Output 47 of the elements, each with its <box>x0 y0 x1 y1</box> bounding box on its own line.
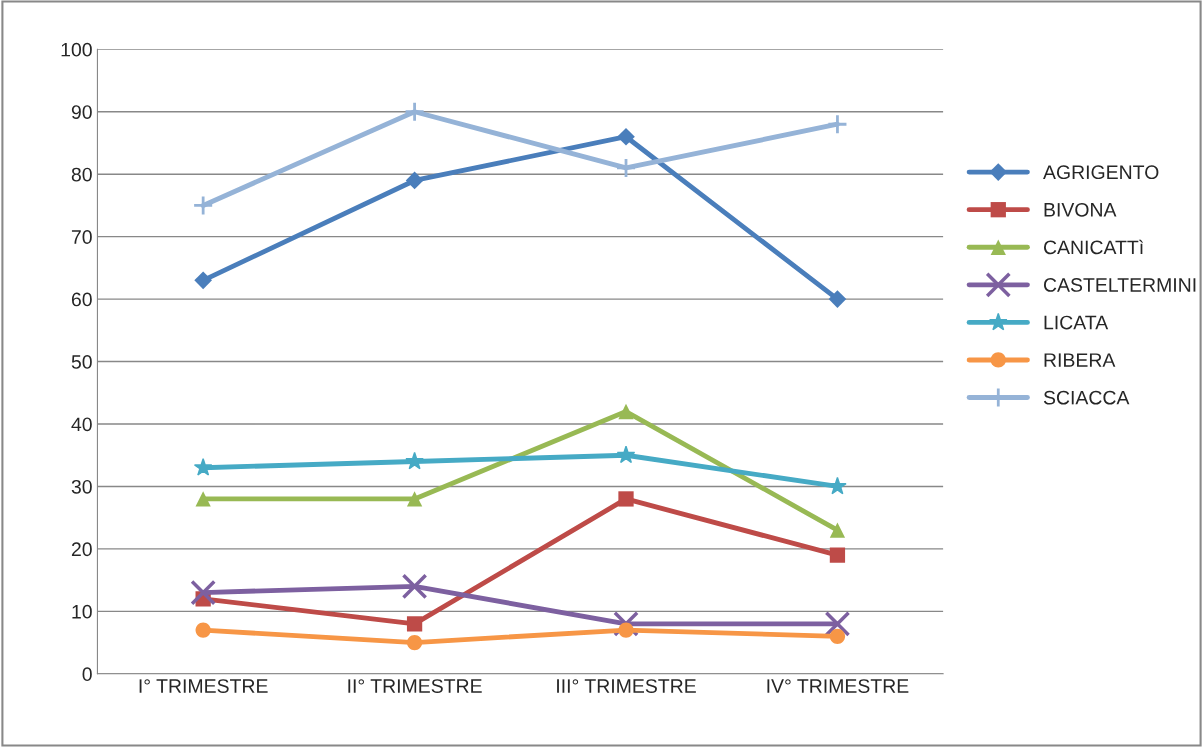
point <box>401 573 428 600</box>
point <box>617 127 635 146</box>
y-tick-label: 40 <box>71 417 92 432</box>
point <box>615 157 637 179</box>
point <box>404 101 425 123</box>
point <box>405 451 424 470</box>
point <box>406 634 423 651</box>
point <box>618 491 634 507</box>
point <box>195 622 211 638</box>
y-tick-label: 50 <box>71 355 92 369</box>
y-tick-label: 60 <box>71 292 92 307</box>
legend-label: AGRIGENTO <box>1043 165 1159 180</box>
y-tick-label: 30 <box>71 479 92 494</box>
legend-label: SCIACCA <box>1043 390 1130 405</box>
legend-label: LICATA <box>1044 315 1109 330</box>
point <box>406 491 423 507</box>
point <box>193 457 213 476</box>
point <box>192 195 214 216</box>
y-tick-label: 0 <box>82 667 92 682</box>
point <box>829 522 846 538</box>
point <box>618 403 634 420</box>
point <box>827 113 848 135</box>
point <box>405 171 424 190</box>
y-tick-label: 90 <box>71 105 92 119</box>
x-tick-label: IV° TRIMESTRE <box>767 679 909 693</box>
y-tick-label: 80 <box>71 167 92 182</box>
legend-label: CANICATTì <box>1043 239 1143 255</box>
point <box>824 610 851 637</box>
point <box>616 445 636 464</box>
point <box>195 491 211 507</box>
point <box>406 616 423 632</box>
point <box>829 628 846 644</box>
y-tick-label: 100 <box>61 42 92 57</box>
legend-label: RIBERA <box>1044 353 1116 367</box>
point <box>190 579 217 606</box>
y-tick-label: 70 <box>71 230 92 244</box>
y-tick-label: 10 <box>72 604 92 619</box>
x-tick-label: II° TRIMESTRE <box>348 679 482 693</box>
point <box>618 622 634 638</box>
point <box>828 290 847 308</box>
y-tick-label: 20 <box>71 542 92 557</box>
legend-label: BIVONA <box>1044 202 1117 217</box>
point <box>194 271 212 290</box>
x-tick-label: I° TRIMESTRE <box>139 679 268 693</box>
legend-label: CASTELTERMINI <box>1043 278 1196 292</box>
x-tick-label: III° TRIMESTRE <box>557 679 696 693</box>
point <box>829 547 846 563</box>
